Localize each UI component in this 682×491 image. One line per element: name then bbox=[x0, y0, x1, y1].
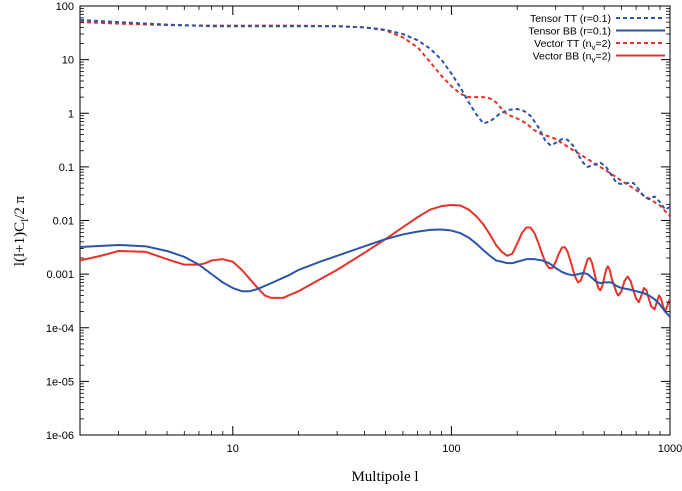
legend-label-part: Tensor BB (r=0.1) bbox=[528, 26, 611, 38]
legend: Tensor TT (r=0.1)Tensor BB (r=0.1)Vector… bbox=[528, 13, 665, 65]
axes-layer: 1e-06 1e-05 1e-04 0.001 0.01 0.1 1 10 100 10 100 10… bbox=[46, 1, 682, 455]
series-line-3 bbox=[80, 203, 670, 313]
legend-label-subscript: v bbox=[592, 43, 596, 52]
legend-label: Tensor BB (r=0.1) bbox=[528, 26, 611, 38]
y-axis-label-main: l(l+1)C bbox=[12, 222, 28, 266]
legend-label: Tensor TT (r=0.1) bbox=[530, 13, 611, 25]
y-axis-label: l(l+1)Cl/2 π bbox=[12, 195, 31, 266]
y-tick-label: 1e-05 bbox=[46, 376, 74, 388]
legend-label-part: Vector TT (n bbox=[534, 38, 592, 50]
series-line-1 bbox=[80, 228, 670, 318]
y-tick-label: 1 bbox=[68, 108, 74, 120]
series-layer bbox=[80, 18, 670, 318]
y-tick-label: 1e-04 bbox=[46, 323, 74, 335]
x-tick-label: 1000 bbox=[658, 443, 682, 455]
legend-label: Vector TT (nv=2) bbox=[534, 38, 611, 52]
series-line-0 bbox=[80, 18, 670, 211]
y-tick-label: 1e-06 bbox=[46, 430, 74, 442]
plot-frame bbox=[79, 5, 671, 436]
legend-label-part: =2) bbox=[596, 38, 611, 50]
y-tick-label: 0.001 bbox=[46, 269, 74, 281]
legend-label-part: Vector BB (n bbox=[533, 51, 592, 63]
y-tick-label: 0.01 bbox=[53, 216, 74, 228]
legend-label-subscript: v bbox=[592, 56, 596, 65]
legend-label: Vector BB (nv=2) bbox=[533, 51, 611, 65]
plot-border bbox=[79, 5, 671, 436]
legend-label-part: Tensor TT (r=0.1) bbox=[530, 13, 611, 25]
legend-label-part: =2) bbox=[596, 51, 611, 63]
y-tick-label: 0.1 bbox=[59, 162, 74, 174]
y-axis-label-subscript: l bbox=[19, 219, 31, 222]
y-axis-label-tail: /2 π bbox=[12, 195, 28, 218]
y-tick-label: 10 bbox=[62, 55, 74, 67]
x-axis-label: Multipole l bbox=[351, 469, 418, 485]
x-tick-label: 100 bbox=[442, 443, 460, 455]
x-tick-label: 10 bbox=[227, 443, 239, 455]
y-tick-label: 100 bbox=[56, 1, 74, 13]
